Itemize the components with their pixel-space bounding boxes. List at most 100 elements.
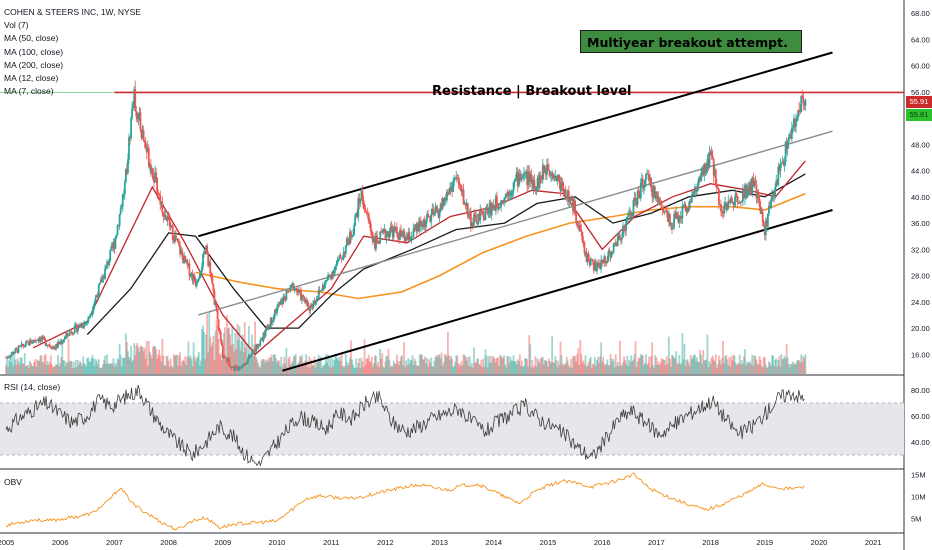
candle-body bbox=[580, 229, 583, 233]
legend-item-ma200[interactable]: MA (200, close) bbox=[4, 59, 64, 70]
volume-bar bbox=[729, 366, 732, 374]
candle-body bbox=[671, 222, 673, 229]
volume-bar bbox=[461, 365, 464, 374]
volume-bar bbox=[157, 354, 160, 374]
legend-item-ma50[interactable]: MA (50, close) bbox=[4, 33, 59, 44]
candle-body bbox=[398, 237, 400, 240]
candle-body bbox=[549, 171, 551, 176]
candle-body bbox=[190, 273, 193, 276]
candle-body bbox=[652, 185, 655, 197]
volume-bar bbox=[134, 355, 137, 374]
candle-body bbox=[796, 117, 798, 121]
volume-bar bbox=[56, 364, 58, 374]
volume-bar bbox=[468, 356, 471, 374]
volume-bar bbox=[494, 362, 497, 374]
volume-bar bbox=[604, 365, 607, 374]
legend-item-ma12[interactable]: MA (12, close) bbox=[4, 73, 59, 84]
volume-bar bbox=[672, 355, 674, 374]
candle-body bbox=[778, 166, 781, 172]
volume-bar bbox=[719, 360, 721, 374]
volume-bar bbox=[306, 360, 309, 374]
volume-bar bbox=[610, 358, 613, 374]
volume-bar bbox=[77, 359, 79, 374]
candle-body bbox=[635, 201, 638, 205]
volume-bar bbox=[385, 355, 388, 374]
candle-body bbox=[149, 164, 152, 174]
volume-bar bbox=[489, 355, 492, 374]
volume-bar bbox=[486, 367, 489, 374]
candle-body bbox=[290, 284, 293, 286]
candle-body bbox=[122, 194, 125, 195]
candle-body bbox=[516, 172, 519, 187]
obv-line bbox=[5, 472, 805, 531]
candle-body bbox=[496, 196, 498, 207]
volume-bar bbox=[146, 365, 149, 374]
volume-bar bbox=[598, 363, 600, 374]
volume-bar bbox=[513, 361, 516, 374]
volume-bar bbox=[349, 357, 351, 374]
volume-bar bbox=[500, 355, 502, 374]
candle-body bbox=[271, 320, 274, 323]
volume-bar bbox=[343, 366, 346, 374]
candle-body bbox=[229, 365, 231, 367]
candle-body bbox=[680, 215, 683, 219]
volume-bar bbox=[228, 327, 230, 374]
resistance-price-tag: 55.91 bbox=[906, 96, 932, 108]
candle-body bbox=[595, 261, 597, 272]
volume-bar bbox=[505, 367, 508, 374]
candle-body bbox=[200, 271, 202, 274]
candle-body bbox=[61, 341, 64, 344]
candle-body bbox=[777, 166, 780, 185]
volume-bar bbox=[571, 367, 573, 374]
candle-body bbox=[42, 336, 45, 338]
volume-bar bbox=[498, 365, 500, 374]
volume-bar bbox=[242, 352, 245, 374]
candle-body bbox=[111, 246, 114, 249]
obv-label[interactable]: OBV bbox=[4, 477, 22, 487]
volume-bar bbox=[669, 358, 671, 374]
volume-bar bbox=[197, 352, 200, 374]
volume-bar bbox=[219, 354, 222, 374]
candle-body bbox=[715, 185, 718, 188]
volume-bar bbox=[296, 363, 299, 374]
candle-body bbox=[679, 215, 682, 220]
candle-body bbox=[467, 215, 470, 218]
volume-bar bbox=[208, 311, 211, 374]
resistance-label[interactable]: Resistance | Breakout level bbox=[432, 84, 632, 99]
channel-upper-line bbox=[198, 51, 833, 238]
candle-body bbox=[52, 346, 54, 349]
candle-body bbox=[378, 243, 381, 245]
volume-bar bbox=[802, 356, 805, 374]
rsi-tick-label: 80.00 bbox=[911, 386, 930, 395]
candle-body bbox=[89, 314, 92, 317]
candle-body bbox=[535, 186, 538, 191]
rsi-label[interactable]: RSI (14, close) bbox=[4, 382, 61, 392]
breakout-annotation[interactable]: Multiyear breakout attempt. bbox=[580, 30, 802, 53]
candle-body bbox=[466, 203, 469, 216]
volume-bar bbox=[663, 359, 666, 374]
candle-body bbox=[278, 304, 280, 306]
legend-item-ma100[interactable]: MA (100, close) bbox=[4, 46, 64, 57]
candle-body bbox=[376, 235, 378, 241]
price-tick-label: 60.00 bbox=[911, 62, 930, 71]
volume-bar bbox=[670, 366, 672, 374]
candle-body bbox=[783, 161, 786, 165]
candle-body bbox=[761, 211, 764, 222]
volume-bar bbox=[256, 359, 259, 374]
candle-body bbox=[706, 159, 709, 170]
candle-body bbox=[608, 251, 611, 253]
candle-body bbox=[142, 130, 145, 141]
channel-lower-line bbox=[282, 209, 833, 372]
volume-bar bbox=[789, 363, 792, 374]
volume-bar bbox=[678, 354, 681, 374]
candle-body bbox=[733, 202, 736, 206]
volume-bar bbox=[659, 362, 662, 374]
candle-body bbox=[406, 237, 409, 241]
candle-body bbox=[162, 212, 165, 217]
candle-body bbox=[197, 278, 200, 281]
volume-bar bbox=[100, 367, 103, 374]
volume-bar bbox=[334, 356, 337, 374]
legend-item-ma7[interactable]: MA (7, close) bbox=[4, 86, 54, 97]
candle-body bbox=[254, 350, 257, 352]
legend-item-vol[interactable]: Vol (7) bbox=[4, 20, 29, 31]
